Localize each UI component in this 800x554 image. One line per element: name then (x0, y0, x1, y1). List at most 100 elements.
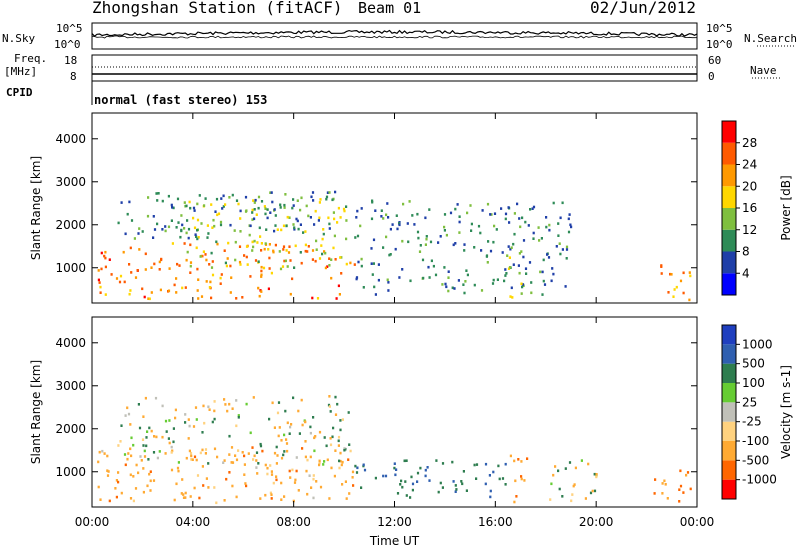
power-echo-cell (454, 242, 457, 245)
velocity-echo-cell (115, 479, 118, 482)
power-echo-cell (513, 232, 516, 236)
power-echo-cell (164, 225, 167, 228)
velocity-echo-cell (313, 449, 316, 453)
power-echo-cell (183, 227, 186, 230)
velocity-y-tick-label: 3000 (55, 379, 86, 393)
power-echo-cell (312, 199, 315, 202)
power-echo-cell (144, 252, 147, 256)
power-echo-cell (315, 248, 318, 251)
power-echo-cell (183, 242, 186, 245)
power-echo-cell (299, 208, 302, 212)
power-echo-cell (302, 231, 305, 234)
velocity-echo-cell (411, 488, 414, 492)
velocity-echo-cell (138, 426, 142, 430)
velocity-echo-cell (170, 445, 173, 449)
power-echo-cell (447, 270, 450, 273)
velocity-echo-cell (362, 463, 365, 467)
power-echo-cell (173, 283, 176, 287)
velocity-echo-cell (176, 466, 180, 470)
power-echo-cell (205, 258, 208, 262)
power-echo-cell (558, 242, 561, 245)
velocity-echo-cell (277, 434, 280, 438)
velocity-echo-cell (399, 483, 402, 486)
power-echo-cell (283, 203, 286, 207)
power-echo-cell (473, 246, 476, 249)
power-echo-cell (118, 280, 122, 284)
velocity-echo-cell (277, 401, 281, 404)
power-echo-cell (524, 220, 527, 224)
power-echo-cell (419, 244, 422, 247)
power-echo-cell (297, 227, 300, 231)
velocity-echo-cell (188, 424, 191, 428)
power-echo-cell (387, 216, 390, 219)
velocity-echo-cell (292, 396, 295, 400)
power-echo-cell (443, 225, 446, 229)
power-echo-cell (210, 251, 213, 255)
velocity-echo-cell (132, 443, 135, 447)
noise-panel-frame (91, 22, 698, 50)
power-echo-cell (146, 214, 150, 218)
power-echo-cell (243, 254, 246, 257)
velocity-colorbar-tick-label: -1000 (742, 473, 777, 487)
power-echo-cell (486, 202, 490, 206)
velocity-echo-cell (269, 491, 272, 495)
power-echo-cell (374, 209, 377, 212)
power-echo-cell (391, 223, 394, 226)
power-echo-cell (171, 242, 174, 245)
power-echo-cell (443, 266, 446, 269)
velocity-echo-cell (276, 454, 279, 457)
velocity-echo-cell (329, 410, 332, 413)
power-echo-cell (260, 265, 263, 269)
velocity-echo-cell (152, 451, 156, 454)
power-echo-cell (213, 224, 216, 228)
velocity-echo-cell (549, 498, 552, 501)
power-echo-cell (508, 266, 512, 269)
velocity-echo-cell (150, 429, 153, 433)
velocity-echo-cell (101, 449, 104, 453)
power-echo-cell (257, 260, 260, 263)
power-echo-cell (477, 224, 481, 228)
velocity-echo-cell (230, 446, 234, 449)
power-echo-cell (541, 270, 544, 274)
power-echo-cell (158, 268, 161, 271)
power-echo-cell (193, 226, 197, 230)
power-echo-cell (180, 228, 183, 232)
power-echo-cell (130, 219, 134, 222)
power-echo-cell (548, 223, 551, 227)
power-echo-cell (223, 249, 226, 252)
power-echo-cell (170, 203, 173, 207)
power-echo-cell (387, 281, 390, 284)
power-echo-cell (530, 281, 533, 284)
power-echo-cell (660, 272, 663, 275)
velocity-echo-cell (245, 484, 248, 488)
power-echo-cell (529, 208, 532, 211)
velocity-echo-cell (123, 453, 127, 456)
velocity-echo-cell (554, 465, 557, 468)
power-y-tick-label: 2000 (55, 218, 86, 232)
velocity-echo-cell (424, 474, 427, 478)
velocity-echo-cell (331, 435, 334, 439)
velocity-echo-cell (117, 471, 120, 474)
velocity-echo-cell (129, 473, 132, 477)
power-echo-cell (194, 233, 197, 236)
power-echo-cell (286, 265, 289, 268)
power-echo-cell (324, 266, 327, 270)
velocity-echo-cell (304, 440, 307, 443)
power-echo-cell (99, 285, 102, 289)
power-echo-cell (219, 276, 222, 280)
power-echo-cell (287, 251, 291, 254)
velocity-echo-cell (140, 459, 143, 462)
power-colorbar-segment (722, 251, 736, 274)
velocity-echo-cell (405, 494, 408, 497)
power-echo-cell (283, 206, 286, 209)
velocity-colorbar-label: Velocity [m s-1] (779, 365, 793, 459)
power-echo-cell (253, 201, 256, 204)
power-echo-cell (117, 221, 120, 225)
velocity-echo-cell (374, 476, 377, 480)
velocity-echo-cell (187, 418, 190, 421)
power-echo-cell (324, 251, 327, 255)
velocity-echo-cell (328, 497, 331, 500)
power-echo-cell (565, 245, 569, 249)
power-echo-cell (386, 278, 389, 282)
power-echo-cell (264, 242, 267, 245)
